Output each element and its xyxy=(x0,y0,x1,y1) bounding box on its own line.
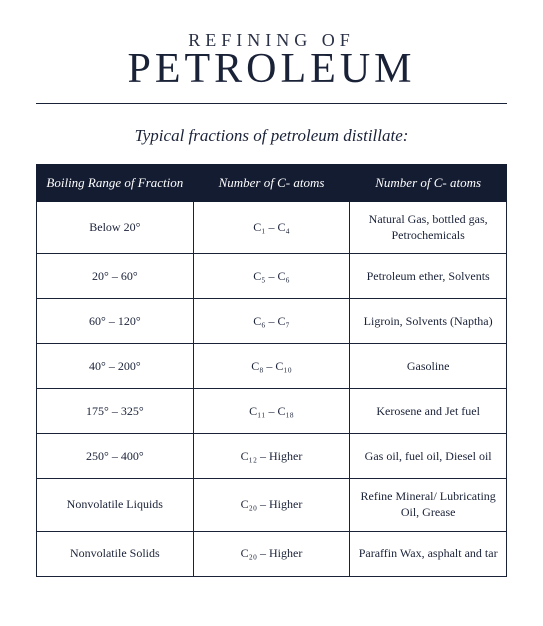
cell-carbon: C₂₀ – Higher xyxy=(193,479,350,531)
cell-boil: Nonvolatile Liquids xyxy=(37,479,194,531)
cell-uses: Petroleum ether, Solvents xyxy=(350,254,507,299)
cell-uses: Ligroin, Solvents (Naptha) xyxy=(350,299,507,344)
title-rule xyxy=(36,103,507,104)
fractions-table: Boiling Range of Fraction Number of C- a… xyxy=(36,164,507,577)
cell-boil: 175° – 325° xyxy=(37,389,194,434)
cell-boil: Nonvolatile Solids xyxy=(37,531,194,576)
cell-boil: 60° – 120° xyxy=(37,299,194,344)
cell-carbon: C₁₂ – Higher xyxy=(193,434,350,479)
cell-boil: 20° – 60° xyxy=(37,254,194,299)
table-header-row: Boiling Range of Fraction Number of C- a… xyxy=(37,165,507,202)
cell-uses: Kerosene and Jet fuel xyxy=(350,389,507,434)
page-container: REFINING OF PETROLEUM Typical fractions … xyxy=(0,0,543,577)
cell-uses: Gas oil, fuel oil, Diesel oil xyxy=(350,434,507,479)
table-row: Nonvolatile Solids C₂₀ – Higher Paraffin… xyxy=(37,531,507,576)
table-row: 40° – 200° C₈ – C₁₀ Gasoline xyxy=(37,344,507,389)
cell-uses: Natural Gas, bottled gas, Petrochemicals xyxy=(350,202,507,254)
cell-carbon: C₆ – C₇ xyxy=(193,299,350,344)
table-row: 60° – 120° C₆ – C₇ Ligroin, Solvents (Na… xyxy=(37,299,507,344)
col-header-boiling: Boiling Range of Fraction xyxy=(37,165,194,202)
cell-uses: Paraffin Wax, asphalt and tar xyxy=(350,531,507,576)
table-row: 250° – 400° C₁₂ – Higher Gas oil, fuel o… xyxy=(37,434,507,479)
title-big: PETROLEUM xyxy=(36,45,507,93)
table-row: 20° – 60° C₅ – C₆ Petroleum ether, Solve… xyxy=(37,254,507,299)
cell-boil: Below 20° xyxy=(37,202,194,254)
cell-boil: 250° – 400° xyxy=(37,434,194,479)
table-row: Nonvolatile Liquids C₂₀ – Higher Refine … xyxy=(37,479,507,531)
table-row: 175° – 325° C₁₁ – C₁₈ Kerosene and Jet f… xyxy=(37,389,507,434)
table-row: Below 20° C₁ – C₄ Natural Gas, bottled g… xyxy=(37,202,507,254)
cell-carbon: C₂₀ – Higher xyxy=(193,531,350,576)
table-body: Below 20° C₁ – C₄ Natural Gas, bottled g… xyxy=(37,202,507,576)
col-header-carbon: Number of C- atoms xyxy=(193,165,350,202)
cell-carbon: C₈ – C₁₀ xyxy=(193,344,350,389)
cell-carbon: C₁ – C₄ xyxy=(193,202,350,254)
cell-carbon: C₁₁ – C₁₈ xyxy=(193,389,350,434)
cell-uses: Refine Mineral/ Lubricating Oil, Grease xyxy=(350,479,507,531)
cell-boil: 40° – 200° xyxy=(37,344,194,389)
cell-carbon: C₅ – C₆ xyxy=(193,254,350,299)
subtitle: Typical fractions of petroleum distillat… xyxy=(36,126,507,146)
cell-uses: Gasoline xyxy=(350,344,507,389)
col-header-uses: Number of C- atoms xyxy=(350,165,507,202)
